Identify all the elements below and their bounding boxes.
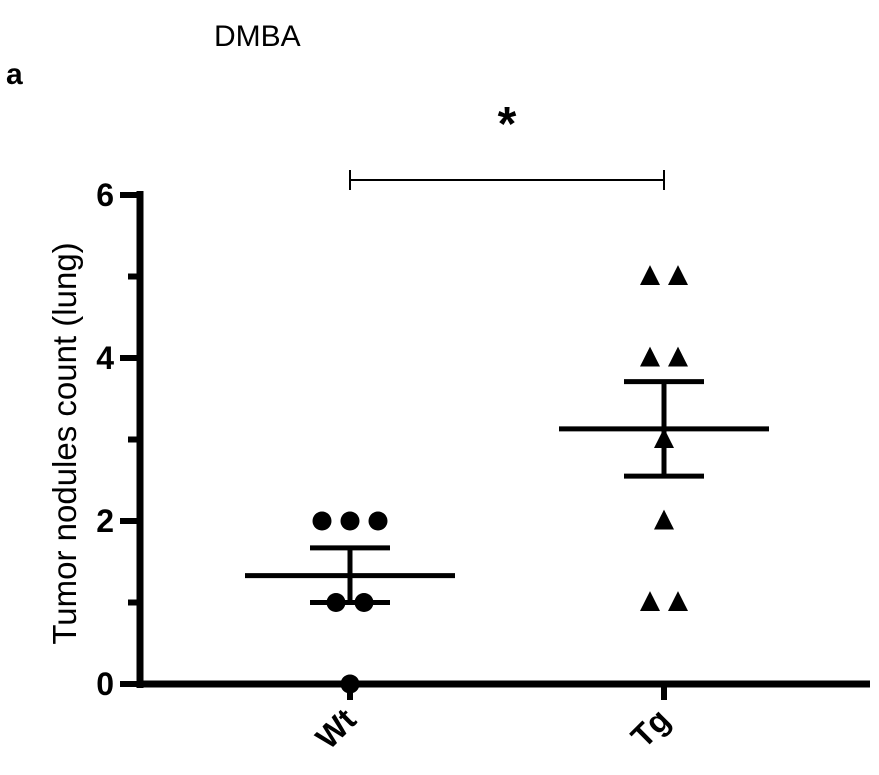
chart-title: DMBA xyxy=(214,20,301,53)
data-point-triangle xyxy=(668,346,688,367)
data-point-triangle xyxy=(668,265,688,286)
data-point-circle xyxy=(368,511,388,531)
significance-star: * xyxy=(498,98,517,151)
data-point-circle xyxy=(340,674,360,694)
data-point-circle xyxy=(340,511,360,531)
data-point-triangle xyxy=(668,591,688,612)
y-axis-title: Tumor nodules count (lung) xyxy=(46,242,83,644)
panel-label: a xyxy=(6,58,23,91)
data-marks xyxy=(245,170,769,694)
y-tick-label: 6 xyxy=(96,177,114,213)
data-point-triangle xyxy=(640,346,660,367)
y-tick-label: 2 xyxy=(96,503,114,539)
data-point-triangle xyxy=(640,265,660,286)
x-tick-label: Wt xyxy=(309,701,364,756)
data-point-triangle xyxy=(654,509,674,530)
axes xyxy=(120,191,870,700)
x-tick-label: Tg xyxy=(624,701,677,754)
y-tick-label: 0 xyxy=(96,666,114,702)
data-point-triangle xyxy=(640,591,660,612)
data-point-circle xyxy=(312,511,332,531)
y-tick-label: 4 xyxy=(96,340,114,376)
